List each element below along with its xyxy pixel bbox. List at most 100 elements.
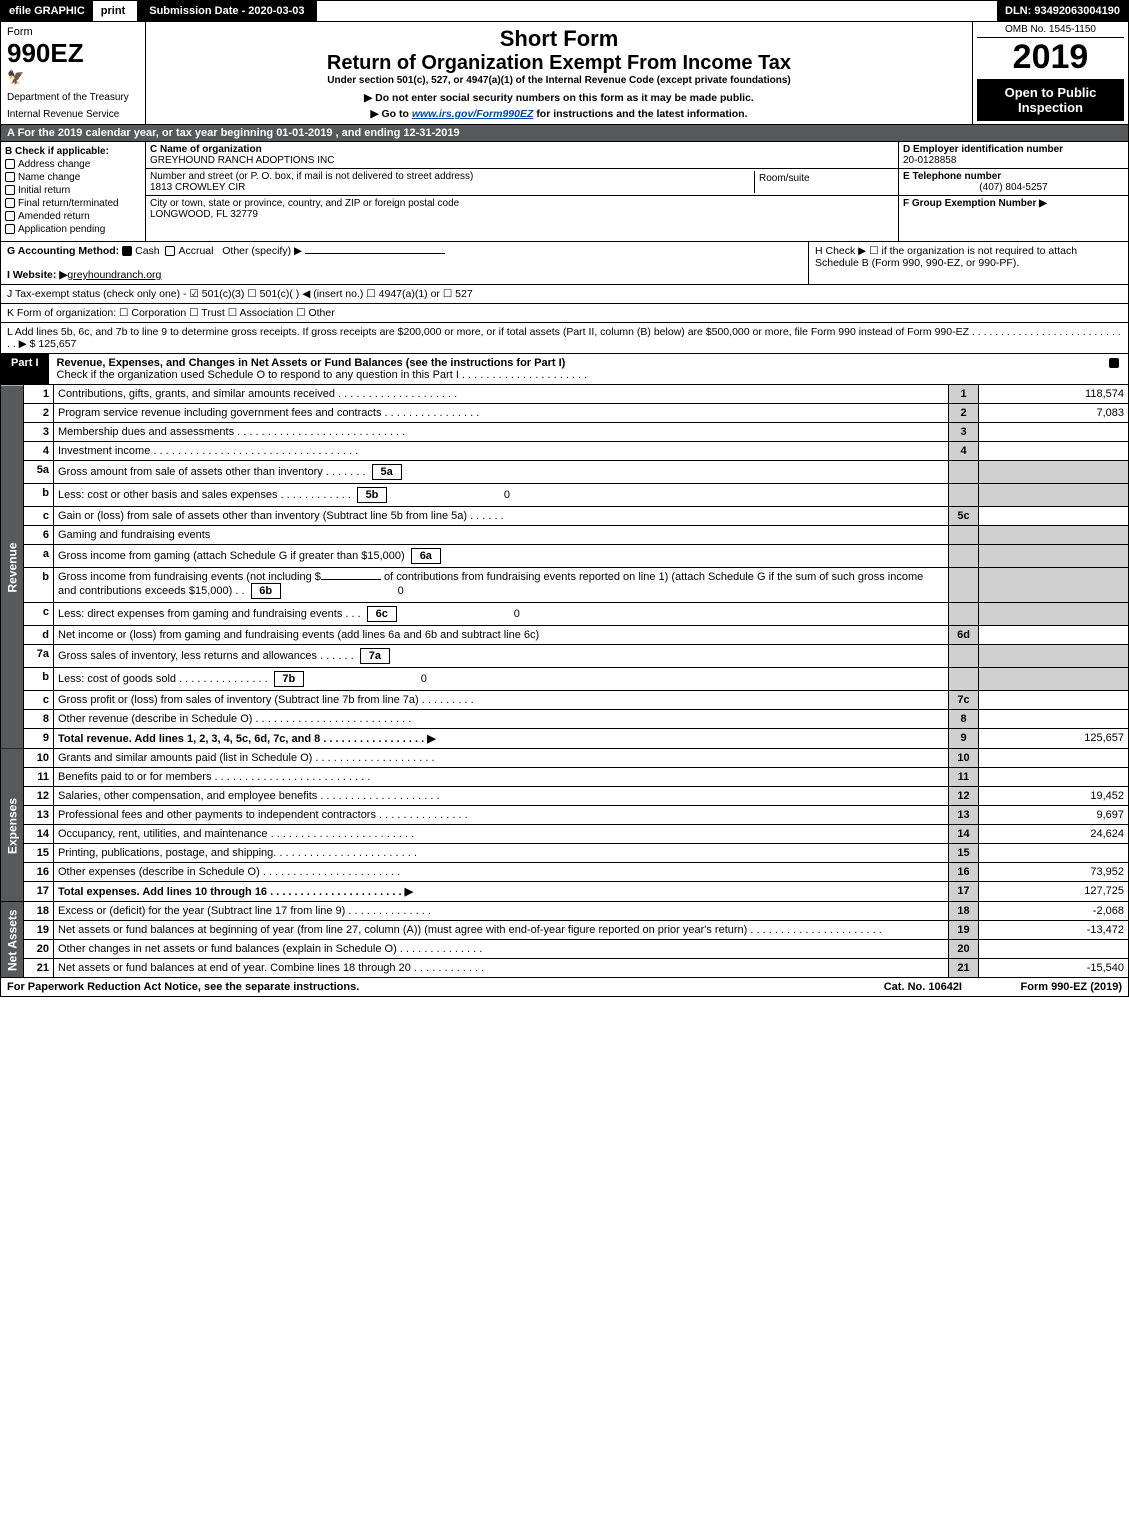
- right-num: [949, 545, 979, 568]
- line-desc: Less: cost or other basis and sales expe…: [54, 484, 949, 507]
- line-num: 19: [24, 921, 54, 940]
- line-g: G Accounting Method: Cash Accrual Other …: [1, 242, 808, 284]
- chk-name-change[interactable]: Name change: [5, 172, 141, 183]
- line-l-amount: $ 125,657: [30, 338, 77, 350]
- line-desc: Printing, publications, postage, and shi…: [54, 844, 949, 863]
- right-num: 1: [949, 385, 979, 404]
- checkbox-icon: [5, 211, 15, 221]
- line-desc: Benefits paid to or for members . . . . …: [54, 768, 949, 787]
- chk-label: Application pending: [18, 224, 105, 235]
- part-1-header: Part I Revenue, Expenses, and Changes in…: [0, 354, 1129, 385]
- table-row: 3 Membership dues and assessments . . . …: [1, 423, 1129, 442]
- amount-cell: [979, 568, 1129, 603]
- address-value: 1813 CROWLEY CIR: [150, 182, 754, 193]
- line-desc: Other revenue (describe in Schedule O) .…: [54, 710, 949, 729]
- dept-treasury: Department of the Treasury: [7, 92, 145, 103]
- table-row: 21 Net assets or fund balances at end of…: [1, 959, 1129, 978]
- right-num: 2: [949, 404, 979, 423]
- line-num: a: [24, 545, 54, 568]
- org-name-value: GREYHOUND RANCH ADOPTIONS INC: [150, 155, 894, 166]
- form-number: 990EZ: [7, 38, 145, 69]
- line-num: 8: [24, 710, 54, 729]
- line-num: b: [24, 668, 54, 691]
- table-row: 11 Benefits paid to or for members . . .…: [1, 768, 1129, 787]
- amount-cell: [979, 484, 1129, 507]
- tax-year: 2019: [977, 38, 1124, 77]
- line-num: 10: [24, 749, 54, 768]
- box-b: B Check if applicable: Address change Na…: [1, 142, 146, 241]
- amount-cell: 125,657: [979, 729, 1129, 749]
- website-value[interactable]: greyhoundranch.org: [67, 269, 161, 281]
- line-desc: Occupancy, rent, utilities, and maintena…: [54, 825, 949, 844]
- right-num: 17: [949, 882, 979, 902]
- line-desc: Salaries, other compensation, and employ…: [54, 787, 949, 806]
- line-desc: Professional fees and other payments to …: [54, 806, 949, 825]
- table-row: c Gross profit or (loss) from sales of i…: [1, 691, 1129, 710]
- box-b-title: B Check if applicable:: [5, 146, 141, 157]
- table-row: 6 Gaming and fundraising events: [1, 526, 1129, 545]
- amount-cell: [979, 442, 1129, 461]
- line-num: 12: [24, 787, 54, 806]
- line-h: H Check ▶ ☐ if the organization is not r…: [808, 242, 1128, 284]
- amount-cell: [979, 749, 1129, 768]
- g-other-blank: [305, 253, 445, 254]
- chk-amended-return[interactable]: Amended return: [5, 211, 141, 222]
- table-row: c Less: direct expenses from gaming and …: [1, 603, 1129, 626]
- inner-value: 0: [390, 489, 510, 501]
- return-title: Return of Organization Exempt From Incom…: [154, 52, 964, 75]
- amount-cell: [979, 461, 1129, 484]
- table-row: 16 Other expenses (describe in Schedule …: [1, 863, 1129, 882]
- checkbox-icon: [5, 172, 15, 182]
- eagle-icon: 🦅: [7, 69, 145, 86]
- right-num: 15: [949, 844, 979, 863]
- chk-initial-return[interactable]: Initial return: [5, 185, 141, 196]
- part-1-title-text: Revenue, Expenses, and Changes in Net As…: [57, 357, 566, 369]
- amount-cell: [979, 768, 1129, 787]
- part-1-checkbox[interactable]: [1098, 354, 1128, 384]
- table-row: Net Assets 18 Excess or (deficit) for th…: [1, 902, 1129, 921]
- amount-cell: 73,952: [979, 863, 1129, 882]
- irs-link-text: www.irs.gov/Form990EZ: [412, 108, 534, 120]
- amount-cell: 127,725: [979, 882, 1129, 902]
- part-1-title: Revenue, Expenses, and Changes in Net As…: [49, 354, 1098, 384]
- right-num: 21: [949, 959, 979, 978]
- line-desc: Grants and similar amounts paid (list in…: [54, 749, 949, 768]
- amount-cell: [979, 691, 1129, 710]
- inner-value: 0: [400, 608, 520, 620]
- irs-link[interactable]: www.irs.gov/Form990EZ: [412, 108, 534, 120]
- inner-box-label: 5b: [357, 487, 387, 503]
- g-accrual: Accrual: [178, 245, 213, 257]
- print-link[interactable]: print: [93, 1, 133, 21]
- amount-cell: -15,540: [979, 959, 1129, 978]
- line-desc: Membership dues and assessments . . . . …: [54, 423, 949, 442]
- table-row: 8 Other revenue (describe in Schedule O)…: [1, 710, 1129, 729]
- city-row: City or town, state or province, country…: [146, 196, 898, 222]
- chk-label: Amended return: [18, 211, 90, 222]
- chk-label: Final return/terminated: [18, 198, 119, 209]
- table-row: d Net income or (loss) from gaming and f…: [1, 626, 1129, 645]
- header-center: Short Form Return of Organization Exempt…: [146, 22, 973, 124]
- amount-cell: [979, 545, 1129, 568]
- table-row: 20 Other changes in net assets or fund b…: [1, 940, 1129, 959]
- inner-box-label: 5a: [372, 464, 402, 480]
- line-desc: Other expenses (describe in Schedule O) …: [54, 863, 949, 882]
- chk-application-pending[interactable]: Application pending: [5, 224, 141, 235]
- desc-text: Less: cost of goods sold . . . . . . . .…: [58, 673, 268, 685]
- header-left: Form 990EZ 🦅 Department of the Treasury …: [1, 22, 146, 124]
- phone-label: E Telephone number: [903, 171, 1124, 182]
- amount-cell: [979, 710, 1129, 729]
- right-num: [949, 461, 979, 484]
- amount-cell: 118,574: [979, 385, 1129, 404]
- city-value: LONGWOOD, FL 32779: [150, 209, 894, 220]
- line-num: b: [24, 568, 54, 603]
- chk-address-change[interactable]: Address change: [5, 159, 141, 170]
- omb-number: OMB No. 1545-1150: [977, 24, 1124, 38]
- right-num: 19: [949, 921, 979, 940]
- top-bar: efile GRAPHIC print Submission Date - 20…: [0, 0, 1129, 22]
- expenses-side-label: Expenses: [1, 749, 24, 902]
- amount-cell: -2,068: [979, 902, 1129, 921]
- table-row: b Less: cost or other basis and sales ex…: [1, 484, 1129, 507]
- chk-final-return[interactable]: Final return/terminated: [5, 198, 141, 209]
- line-num: 15: [24, 844, 54, 863]
- table-row: 2 Program service revenue including gove…: [1, 404, 1129, 423]
